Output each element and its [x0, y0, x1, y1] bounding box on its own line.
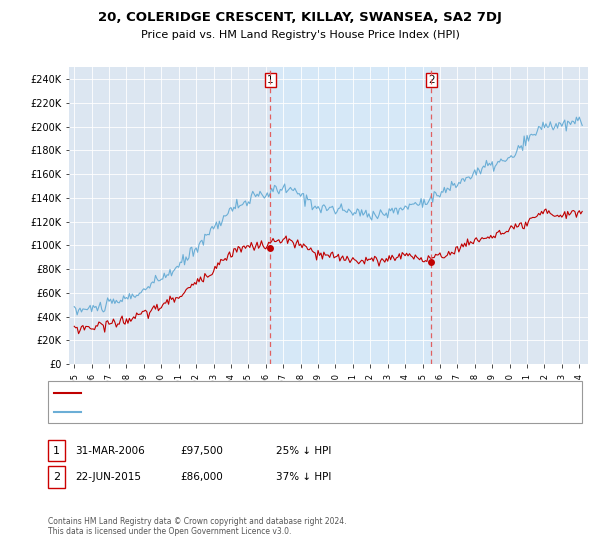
Bar	[270, 67, 431, 364]
Text: 1: 1	[53, 446, 60, 456]
Text: Price paid vs. HM Land Registry's House Price Index (HPI): Price paid vs. HM Land Registry's House …	[140, 30, 460, 40]
Text: 2: 2	[53, 472, 60, 482]
Text: 20, COLERIDGE CRESCENT, KILLAY, SWANSEA, SA2 7DJ: 20, COLERIDGE CRESCENT, KILLAY, SWANSEA,…	[98, 11, 502, 25]
Text: 20, COLERIDGE CRESCENT, KILLAY, SWANSEA, SA2 7DJ (semi-detached house): 20, COLERIDGE CRESCENT, KILLAY, SWANSEA,…	[87, 388, 431, 397]
Text: 25% ↓ HPI: 25% ↓ HPI	[276, 446, 331, 456]
Text: 1: 1	[267, 74, 274, 85]
Text: HPI: Average price, semi-detached house, Swansea: HPI: Average price, semi-detached house,…	[87, 407, 311, 417]
Text: 31-MAR-2006: 31-MAR-2006	[75, 446, 145, 456]
Text: £86,000: £86,000	[180, 472, 223, 482]
Text: Contains HM Land Registry data © Crown copyright and database right 2024.
This d: Contains HM Land Registry data © Crown c…	[48, 517, 347, 536]
Text: 22-JUN-2015: 22-JUN-2015	[75, 472, 141, 482]
Text: 2: 2	[428, 74, 434, 85]
Text: £97,500: £97,500	[180, 446, 223, 456]
Text: 37% ↓ HPI: 37% ↓ HPI	[276, 472, 331, 482]
